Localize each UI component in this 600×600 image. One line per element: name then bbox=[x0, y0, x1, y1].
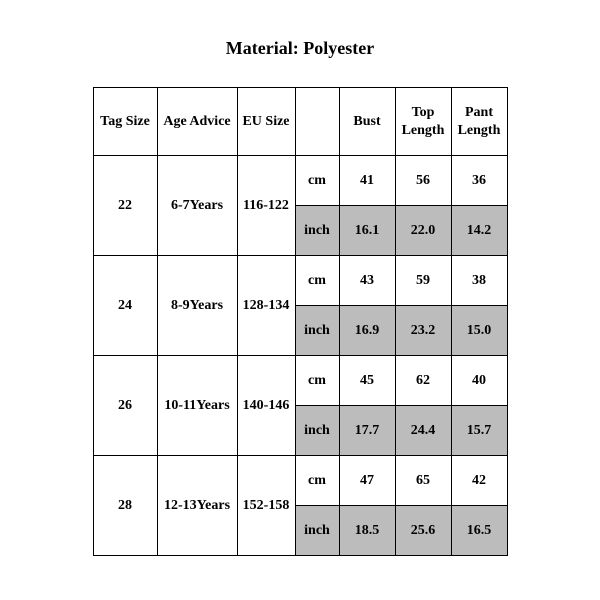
cell-pant-cm: 38 bbox=[451, 256, 507, 306]
col-header-bust: Bust bbox=[339, 88, 395, 156]
col-header-tag: Tag Size bbox=[93, 88, 157, 156]
cell-unit-inch: inch bbox=[295, 306, 339, 356]
cell-top-cm: 65 bbox=[395, 456, 451, 506]
cell-pant-inch: 15.0 bbox=[451, 306, 507, 356]
cell-top-cm: 56 bbox=[395, 156, 451, 206]
cell-unit-inch: inch bbox=[295, 206, 339, 256]
cell-bust-cm: 43 bbox=[339, 256, 395, 306]
col-header-top: Top Length bbox=[395, 88, 451, 156]
table-row: 22 6-7Years 116-122 cm 41 56 36 bbox=[93, 156, 507, 206]
table-row: 24 8-9Years 128-134 cm 43 59 38 bbox=[93, 256, 507, 306]
page-title: Material: Polyester bbox=[0, 0, 600, 87]
cell-pant-inch: 16.5 bbox=[451, 506, 507, 556]
cell-pant-cm: 36 bbox=[451, 156, 507, 206]
cell-age: 12-13Years bbox=[157, 456, 237, 556]
cell-unit-cm: cm bbox=[295, 456, 339, 506]
cell-top-inch: 23.2 bbox=[395, 306, 451, 356]
cell-pant-cm: 40 bbox=[451, 356, 507, 406]
cell-tag: 26 bbox=[93, 356, 157, 456]
cell-unit-inch: inch bbox=[295, 506, 339, 556]
cell-bust-cm: 41 bbox=[339, 156, 395, 206]
cell-top-cm: 59 bbox=[395, 256, 451, 306]
table-header-row: Tag Size Age Advice EU Size Bust Top Len… bbox=[93, 88, 507, 156]
cell-pant-inch: 15.7 bbox=[451, 406, 507, 456]
cell-pant-cm: 42 bbox=[451, 456, 507, 506]
cell-unit-cm: cm bbox=[295, 156, 339, 206]
cell-tag: 24 bbox=[93, 256, 157, 356]
table-row: 26 10-11Years 140-146 cm 45 62 40 bbox=[93, 356, 507, 406]
cell-unit-cm: cm bbox=[295, 356, 339, 406]
cell-eu: 116-122 bbox=[237, 156, 295, 256]
cell-top-inch: 24.4 bbox=[395, 406, 451, 456]
cell-bust-inch: 16.1 bbox=[339, 206, 395, 256]
cell-unit-inch: inch bbox=[295, 406, 339, 456]
cell-age: 10-11Years bbox=[157, 356, 237, 456]
cell-bust-cm: 47 bbox=[339, 456, 395, 506]
cell-bust-cm: 45 bbox=[339, 356, 395, 406]
cell-bust-inch: 17.7 bbox=[339, 406, 395, 456]
cell-age: 6-7Years bbox=[157, 156, 237, 256]
col-header-age: Age Advice bbox=[157, 88, 237, 156]
size-table: Tag Size Age Advice EU Size Bust Top Len… bbox=[93, 87, 508, 556]
col-header-unit bbox=[295, 88, 339, 156]
cell-top-inch: 22.0 bbox=[395, 206, 451, 256]
cell-bust-inch: 16.9 bbox=[339, 306, 395, 356]
cell-tag: 22 bbox=[93, 156, 157, 256]
cell-eu: 128-134 bbox=[237, 256, 295, 356]
cell-eu: 140-146 bbox=[237, 356, 295, 456]
cell-tag: 28 bbox=[93, 456, 157, 556]
cell-eu: 152-158 bbox=[237, 456, 295, 556]
col-header-eu: EU Size bbox=[237, 88, 295, 156]
col-header-pant: Pant Length bbox=[451, 88, 507, 156]
cell-top-cm: 62 bbox=[395, 356, 451, 406]
cell-unit-cm: cm bbox=[295, 256, 339, 306]
cell-age: 8-9Years bbox=[157, 256, 237, 356]
table-row: 28 12-13Years 152-158 cm 47 65 42 bbox=[93, 456, 507, 506]
cell-top-inch: 25.6 bbox=[395, 506, 451, 556]
cell-bust-inch: 18.5 bbox=[339, 506, 395, 556]
cell-pant-inch: 14.2 bbox=[451, 206, 507, 256]
